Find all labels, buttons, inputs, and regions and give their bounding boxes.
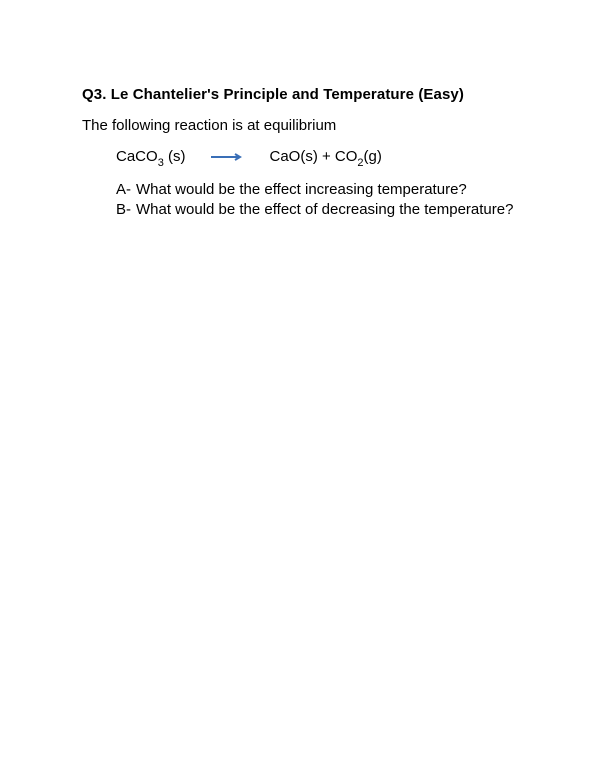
reactant-subscript: 3 — [158, 157, 164, 169]
question-a-label: A- — [116, 180, 136, 200]
chemical-equation: CaCO3 (s) CaO(s) + CO2(g) — [116, 148, 535, 168]
reactant-state: (s) — [164, 148, 186, 165]
product-formula: CaO(s) + CO — [269, 148, 357, 165]
products: CaO(s) + CO2(g) — [269, 148, 381, 168]
question-title: Q3. Le Chantelier's Principle and Temper… — [82, 86, 535, 103]
sub-questions: A- What would be the effect increasing t… — [116, 180, 535, 221]
product-state: (g) — [364, 148, 382, 165]
product-subscript: 2 — [357, 157, 363, 169]
intro-text: The following reaction is at equilibrium — [82, 117, 535, 134]
question-a: A- What would be the effect increasing t… — [116, 180, 535, 200]
document-page: Q3. Le Chantelier's Principle and Temper… — [0, 0, 595, 221]
reactant: CaCO3 (s) — [116, 148, 185, 168]
equilibrium-arrow-icon — [205, 153, 245, 163]
question-b-label: B- — [116, 200, 136, 220]
reactant-formula: CaCO — [116, 148, 158, 165]
question-a-text: What would be the effect increasing temp… — [136, 180, 535, 200]
question-b-text: What would be the effect of decreasing t… — [136, 200, 535, 220]
question-b: B- What would be the effect of decreasin… — [116, 200, 535, 220]
